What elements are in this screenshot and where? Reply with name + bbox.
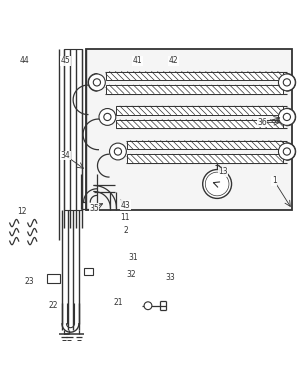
- Text: 12: 12: [17, 206, 27, 216]
- Text: 11: 11: [121, 213, 130, 221]
- Bar: [117, 106, 283, 115]
- Circle shape: [88, 74, 105, 91]
- Text: 33: 33: [166, 273, 175, 282]
- Circle shape: [205, 172, 229, 196]
- Bar: [127, 154, 283, 163]
- Bar: [84, 268, 93, 275]
- Circle shape: [283, 79, 291, 86]
- Circle shape: [278, 143, 295, 160]
- Circle shape: [93, 79, 101, 86]
- Circle shape: [283, 113, 291, 121]
- Text: 36: 36: [257, 118, 267, 127]
- Bar: [127, 141, 283, 149]
- Text: 42: 42: [169, 56, 178, 65]
- Text: 45: 45: [60, 56, 70, 65]
- Text: 2: 2: [123, 226, 128, 235]
- Text: 31: 31: [128, 253, 138, 262]
- Text: 41: 41: [133, 56, 142, 65]
- Text: 22: 22: [49, 301, 58, 310]
- Circle shape: [104, 113, 111, 121]
- Circle shape: [99, 108, 116, 125]
- Bar: [86, 49, 292, 210]
- Text: 23: 23: [24, 277, 34, 286]
- Text: 13: 13: [218, 167, 228, 177]
- Text: 44: 44: [20, 56, 30, 65]
- Text: 1: 1: [272, 177, 277, 185]
- Bar: [106, 85, 283, 93]
- Circle shape: [278, 74, 295, 91]
- Bar: [106, 72, 283, 80]
- Circle shape: [203, 170, 232, 198]
- Text: 43: 43: [120, 201, 130, 210]
- Circle shape: [114, 148, 121, 155]
- Bar: [47, 274, 60, 283]
- Circle shape: [283, 148, 291, 155]
- Circle shape: [144, 302, 152, 309]
- Bar: [64, 49, 82, 210]
- Circle shape: [278, 108, 295, 125]
- Text: 34: 34: [60, 151, 70, 160]
- Bar: [117, 119, 283, 128]
- Text: 35: 35: [89, 203, 99, 213]
- Text: 32: 32: [127, 270, 136, 279]
- Circle shape: [110, 143, 126, 160]
- Text: 21: 21: [113, 298, 123, 307]
